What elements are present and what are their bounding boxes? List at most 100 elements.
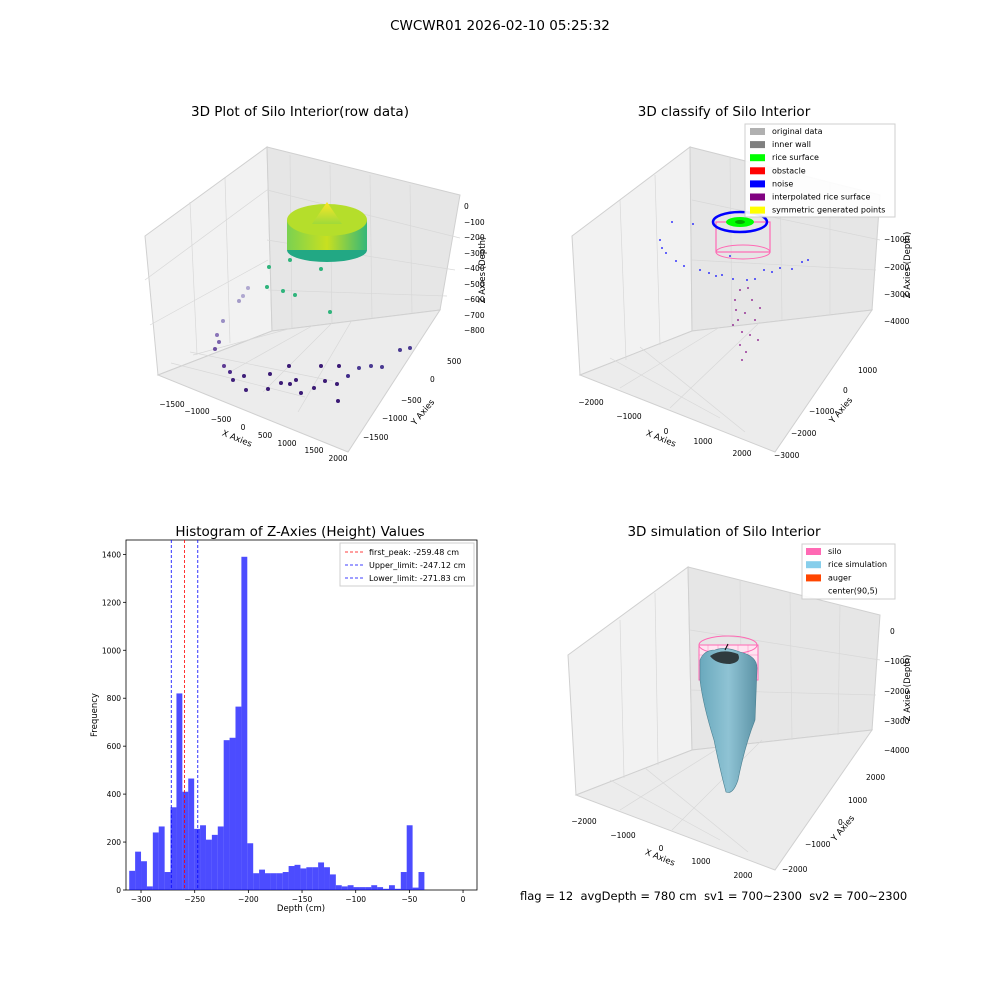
y-tick-label: 1200 xyxy=(102,598,121,607)
histogram-bar xyxy=(146,886,153,890)
histogram-bar xyxy=(388,885,395,890)
legend-swatch xyxy=(806,548,821,555)
svg-text:1000: 1000 xyxy=(693,437,712,446)
svg-text:−4000: −4000 xyxy=(884,746,910,755)
legend-swatch xyxy=(806,574,821,582)
svg-text:−300: −300 xyxy=(464,249,485,258)
scatter-point xyxy=(380,365,384,369)
svg-text:−700: −700 xyxy=(464,311,485,320)
scatter-point xyxy=(335,382,339,386)
y-axis-label: Frequency xyxy=(90,693,100,737)
histogram-bar xyxy=(241,556,248,890)
svg-text:1500: 1500 xyxy=(304,446,323,455)
histogram-bar xyxy=(141,861,147,890)
histogram-bar xyxy=(276,873,283,890)
z-axis-label: Z Axies (Depth) xyxy=(903,232,913,299)
legend-swatch xyxy=(750,193,765,201)
x-tick-label: −300 xyxy=(131,895,152,904)
axis-ticks: −1500 −1000 −500 0 500 1000 1500 2000 −1… xyxy=(159,202,485,463)
x-tick-label: −100 xyxy=(345,895,366,904)
noise-point xyxy=(715,275,717,277)
svg-text:−2000: −2000 xyxy=(571,817,597,826)
histogram-bar xyxy=(341,886,348,890)
legend-label: Upper_limit: -247.12 cm xyxy=(369,561,466,570)
svg-text:2000: 2000 xyxy=(732,449,751,458)
noise-point xyxy=(801,261,803,263)
histogram-bar xyxy=(194,828,201,890)
legend-swatch xyxy=(750,141,765,149)
noise-point xyxy=(759,307,761,309)
scatter-point xyxy=(246,286,250,290)
noise-point xyxy=(771,271,773,273)
svg-text:0: 0 xyxy=(241,423,246,432)
figure-title: CWCWR01 2026-02-10 05:25:32 xyxy=(390,18,610,34)
noise-point xyxy=(665,252,667,254)
histogram-bar xyxy=(164,872,171,890)
svg-text:−100: −100 xyxy=(464,218,485,227)
svg-text:0: 0 xyxy=(664,427,669,436)
noise-point xyxy=(751,299,753,301)
histogram-bar xyxy=(300,868,307,890)
svg-text:−1000: −1000 xyxy=(805,840,831,849)
legend-swatch xyxy=(750,206,765,214)
svg-text:−3000: −3000 xyxy=(774,451,800,460)
legend-label: symmetric generated points xyxy=(772,206,885,215)
y-axis-ticks: 0 200 400 600 800 1000 1200 1400 xyxy=(102,550,126,895)
noise-point xyxy=(699,269,701,271)
scatter-point xyxy=(323,379,327,383)
histogram-bar xyxy=(306,867,313,890)
scatter-points xyxy=(213,258,412,403)
histogram-bar xyxy=(170,807,177,890)
histogram-bar xyxy=(135,851,142,890)
scatter-point xyxy=(242,374,246,378)
svg-text:−1500: −1500 xyxy=(159,400,185,409)
histogram-bar xyxy=(318,862,325,890)
point-cloud-surface xyxy=(287,202,367,262)
svg-text:2000: 2000 xyxy=(328,454,347,463)
histogram-bar xyxy=(247,843,254,890)
histogram-bar xyxy=(383,888,389,890)
noise-point xyxy=(746,279,748,281)
x-tick-label: 0 xyxy=(461,895,466,904)
scatter-point xyxy=(337,364,341,368)
legend-label: inner wall xyxy=(772,140,811,149)
legend-swatch xyxy=(806,561,821,569)
svg-text:−2000: −2000 xyxy=(884,687,910,696)
legend-label: original data xyxy=(772,127,823,136)
scatter-point xyxy=(266,387,270,391)
svg-text:−800: −800 xyxy=(464,326,485,335)
svg-text:−3000: −3000 xyxy=(884,290,910,299)
scatter-point xyxy=(237,299,241,303)
noise-point xyxy=(661,247,663,249)
noise-point xyxy=(739,289,741,291)
chart-histogram: Histogram of Z-Axies (Height) Values −30… xyxy=(90,524,478,914)
y-tick-label: 0 xyxy=(116,886,121,895)
svg-text:−1000: −1000 xyxy=(884,235,910,244)
histogram-bar xyxy=(394,888,401,890)
svg-text:1000: 1000 xyxy=(848,796,867,805)
legend: first_peak: -259.48 cm Upper_limit: -247.… xyxy=(339,542,475,587)
scatter-point xyxy=(288,258,292,262)
x-tick-label: −150 xyxy=(292,895,313,904)
svg-text:−1500: −1500 xyxy=(363,433,389,442)
x-axis-label: Depth (cm) xyxy=(277,904,325,914)
histogram-bar xyxy=(335,885,342,890)
noise-point xyxy=(745,351,747,353)
histogram-bar xyxy=(217,826,224,890)
svg-text:2000: 2000 xyxy=(733,871,752,880)
noise-point xyxy=(732,278,734,280)
histogram-bar xyxy=(229,737,236,890)
y-tick-label: 200 xyxy=(107,838,122,847)
noise-point xyxy=(683,265,685,267)
histogram-bar xyxy=(152,832,159,890)
legend-label: first_peak: -259.48 cm xyxy=(369,548,459,557)
x-axis-label: X Axies xyxy=(644,429,677,450)
x-axis-label: X Axies xyxy=(220,429,253,450)
legend-swatch xyxy=(750,167,765,175)
x-tick-label: −250 xyxy=(184,895,205,904)
svg-text:0: 0 xyxy=(430,375,435,384)
histogram-bar xyxy=(182,791,189,890)
z-axis-label: Z Axies (Depth) xyxy=(903,655,913,722)
chart-raw-3d: 3D Plot of Silo Interior(row data) −1500… xyxy=(144,104,488,463)
axes-panes xyxy=(567,566,881,871)
